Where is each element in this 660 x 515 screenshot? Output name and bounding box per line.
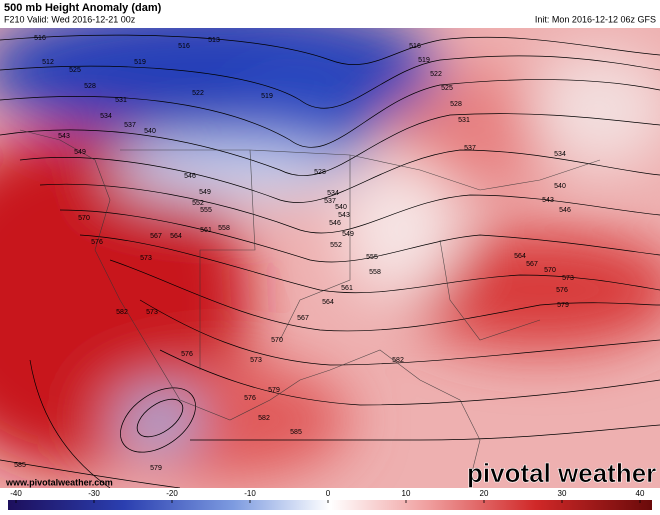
- contour-label: 543: [338, 212, 350, 219]
- colorbar-tick-label: -30: [88, 489, 100, 498]
- contour-label: 528: [450, 101, 462, 108]
- contour-label: 579: [557, 302, 569, 309]
- contour-label: 522: [192, 90, 204, 97]
- anomaly-field: [0, 28, 660, 488]
- contour-label: 543: [542, 197, 554, 204]
- contour-label: 552: [330, 242, 342, 249]
- contour-label: 576: [91, 239, 103, 246]
- contour-label: 516: [178, 43, 190, 50]
- colorbar-tick-label: 40: [636, 489, 645, 498]
- contour-label: 549: [199, 189, 211, 196]
- contour-label: 534: [327, 190, 339, 197]
- contour-label: 570: [271, 337, 283, 344]
- contour-label: 582: [392, 357, 404, 364]
- contour-label: 549: [342, 231, 354, 238]
- contour-label: 546: [329, 220, 341, 227]
- contour-label: 582: [116, 309, 128, 316]
- colorbar-tick-label: -10: [244, 489, 256, 498]
- contour-label: 579: [150, 465, 162, 472]
- contour-label: 585: [290, 429, 302, 436]
- contour-label: 564: [514, 253, 526, 260]
- contour-label: 516: [34, 35, 46, 42]
- contour-label: 558: [218, 225, 230, 232]
- contour-label: 531: [458, 117, 470, 124]
- website: www.pivotalweather.com: [5, 477, 113, 487]
- contour-label: 522: [430, 71, 442, 78]
- contour-label: 516: [409, 43, 421, 50]
- contour-label: 567: [297, 315, 309, 322]
- contour-label: 531: [115, 97, 127, 104]
- contour-label: 555: [366, 254, 378, 261]
- contour-label: 537: [324, 198, 336, 205]
- contour-label: 567: [526, 261, 538, 268]
- contour-label: 558: [369, 269, 381, 276]
- contour-label: 567: [150, 233, 162, 240]
- contour-label: 519: [134, 59, 146, 66]
- contour-label: 585: [14, 462, 26, 469]
- contour-label: 576: [556, 287, 568, 294]
- contour-label: 555: [200, 207, 212, 214]
- contour-label: 549: [74, 149, 86, 156]
- contour-label: 564: [322, 299, 334, 306]
- map-title: 500 mb Height Anomaly (dam): [4, 2, 162, 14]
- contour-label: 576: [244, 395, 256, 402]
- contour-label: 573: [250, 357, 262, 364]
- init-time: Init: Mon 2016-12-12 06z GFS: [535, 14, 656, 24]
- contour-label: 525: [441, 85, 453, 92]
- contour-label: 573: [562, 275, 574, 282]
- colorbar-tick-label: 10: [402, 489, 411, 498]
- contour-label: 537: [464, 145, 476, 152]
- colorbar-tick-label: -40: [10, 489, 22, 498]
- contour-label: 579: [268, 387, 280, 394]
- contour-label: 561: [341, 285, 353, 292]
- colorbar-tick-label: 20: [480, 489, 489, 498]
- watermark: pivotal weather: [467, 458, 656, 488]
- contour-label: 513: [208, 37, 220, 44]
- contour-label: 564: [170, 233, 182, 240]
- header-bg: [0, 0, 660, 28]
- contour-label: 537: [124, 122, 136, 129]
- colorbar-tick-label: -20: [166, 489, 178, 498]
- contour-label: 570: [544, 267, 556, 274]
- contour-label: 519: [418, 57, 430, 64]
- contour-label: 543: [58, 133, 70, 140]
- contour-label: 534: [554, 151, 566, 158]
- contour-label: 573: [140, 255, 152, 262]
- contour-label: 546: [559, 207, 571, 214]
- contour-label: 540: [335, 204, 347, 211]
- contour-label: 528: [314, 169, 326, 176]
- contour-label: 546: [184, 173, 196, 180]
- contour-label: 512: [42, 59, 54, 66]
- colorbar: [8, 500, 652, 510]
- contour-label: 540: [144, 128, 156, 135]
- contour-label: 561: [200, 227, 212, 234]
- contour-label: 534: [100, 113, 112, 120]
- contour-label: 525: [69, 67, 81, 74]
- contour-label: 573: [146, 309, 158, 316]
- valid-time: F210 Valid: Wed 2016-12-21 00z: [4, 14, 136, 24]
- contour-label: 519: [261, 93, 273, 100]
- contour-label: 540: [554, 183, 566, 190]
- colorbar-tick-label: 0: [326, 489, 331, 498]
- contour-label: 576: [181, 351, 193, 358]
- contour-label: 570: [78, 215, 90, 222]
- contour-label: 582: [258, 415, 270, 422]
- colorbar-tick-label: 30: [558, 489, 567, 498]
- contour-label: 528: [84, 83, 96, 90]
- contour-label: 552: [192, 200, 204, 207]
